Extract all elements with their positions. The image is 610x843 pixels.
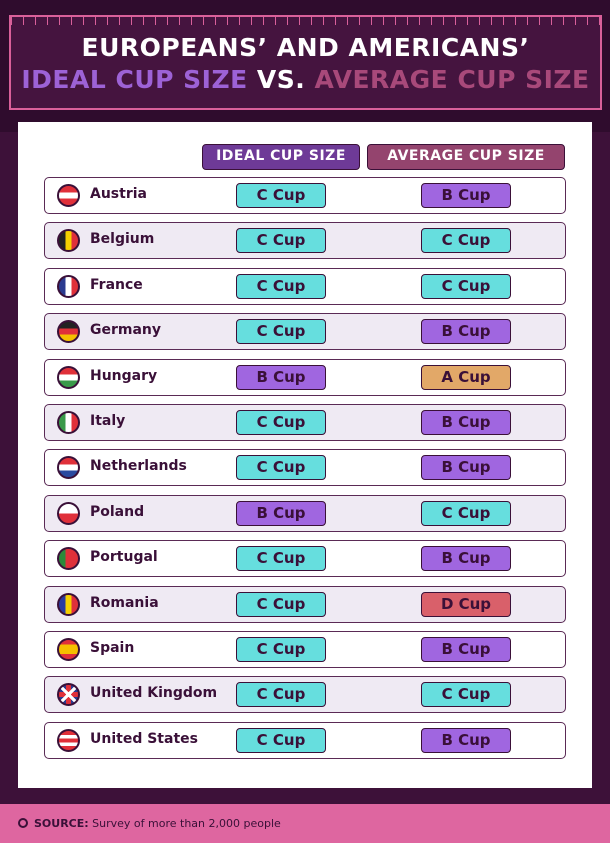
ideal-cup-badge: C Cup: [236, 591, 326, 617]
ruler-ticks: [11, 17, 600, 25]
average-cup-badge: C Cup: [421, 500, 511, 526]
flag-icon: [57, 592, 80, 616]
ideal-cup-badge: C Cup: [236, 682, 326, 708]
average-cup-badge: B Cup: [421, 455, 511, 481]
flag-icon: [57, 456, 80, 480]
flag-icon: [57, 274, 80, 298]
title-average: AVERAGE CUP SIZE: [314, 65, 590, 94]
ideal-cup-badge: C Cup: [236, 183, 326, 208]
title-box: EUROPEANS’ AND AMERICANS’ IDEAL CUP SIZE…: [9, 15, 602, 110]
table-row: Romania C Cup D Cup: [44, 585, 566, 623]
average-cup-badge: B Cup: [421, 727, 511, 753]
ideal-cup-badge: C Cup: [236, 273, 326, 299]
flag-icon: [57, 683, 80, 707]
average-cup-badge: B Cup: [421, 546, 511, 572]
source-note: SOURCE: Survey of more than 2,000 people: [18, 817, 281, 830]
footer: SOURCE: Survey of more than 2,000 people: [0, 804, 610, 843]
country-name: Italy: [90, 413, 126, 429]
average-cup-badge: C Cup: [421, 228, 511, 254]
average-cup-badge: B Cup: [421, 319, 511, 345]
source-text: Survey of more than 2,000 people: [92, 817, 281, 830]
country-name: Belgium: [90, 231, 155, 248]
ideal-cup-badge: C Cup: [236, 546, 326, 572]
country-name: United States: [90, 730, 198, 747]
title-line-2: IDEAL CUP SIZE VS. AVERAGE CUP SIZE: [11, 65, 600, 94]
flag-icon: [57, 184, 80, 207]
country-name: United Kingdom: [90, 685, 218, 702]
table-row: Hungary B Cup A Cup: [44, 358, 566, 396]
title-ideal: IDEAL CUP SIZE: [21, 65, 248, 94]
country-name: Netherlands: [90, 458, 187, 475]
flag-icon: [57, 728, 80, 752]
country-name: Portugal: [90, 549, 158, 566]
ideal-cup-badge: C Cup: [236, 228, 326, 254]
table-row: Germany C Cup B Cup: [44, 313, 566, 351]
table-row: Portugal C Cup B Cup: [44, 540, 566, 578]
flag-icon: [57, 365, 80, 389]
country-name: France: [90, 276, 143, 293]
ideal-cup-badge: B Cup: [236, 500, 326, 526]
table-row: United Kingdom C Cup C Cup: [44, 676, 566, 714]
table-row: Netherlands C Cup B Cup: [44, 449, 566, 487]
table-row: Belgium C Cup C Cup: [44, 222, 566, 260]
country-name: Poland: [90, 503, 145, 520]
ideal-cup-badge: B Cup: [236, 364, 326, 390]
country-name: Hungary: [90, 367, 158, 384]
flag-icon: [57, 638, 80, 661]
country-name: Spain: [90, 640, 135, 656]
country-name: Romania: [90, 594, 159, 611]
table-row: United States C Cup B Cup: [44, 721, 566, 759]
table-row: Spain C Cup B Cup: [44, 631, 566, 668]
country-name: Austria: [90, 186, 147, 202]
comparison-table: IDEAL CUP SIZE AVERAGE CUP SIZE Austria C…: [18, 122, 592, 788]
table-row: Austria C Cup B Cup: [44, 177, 566, 214]
ideal-cup-badge: C Cup: [236, 410, 326, 435]
flag-icon: [57, 320, 80, 344]
average-cup-badge: B Cup: [421, 183, 511, 208]
average-cup-badge: C Cup: [421, 682, 511, 708]
table-row: Italy C Cup B Cup: [44, 404, 566, 441]
ideal-cup-badge: C Cup: [236, 637, 326, 662]
ideal-cup-badge: C Cup: [236, 455, 326, 481]
country-name: Germany: [90, 322, 162, 339]
flag-icon: [57, 229, 80, 253]
average-cup-badge: A Cup: [421, 364, 511, 390]
average-cup-badge: D Cup: [421, 591, 511, 617]
ideal-cup-badge: C Cup: [236, 319, 326, 345]
flag-icon: [57, 411, 80, 434]
average-cup-badge: B Cup: [421, 637, 511, 662]
table-row: Poland B Cup C Cup: [44, 494, 566, 532]
title-line-1: EUROPEANS’ AND AMERICANS’: [81, 33, 530, 62]
ideal-cup-badge: C Cup: [236, 727, 326, 753]
table-row: France C Cup C Cup: [44, 267, 566, 305]
flag-icon: [57, 501, 80, 525]
bullet-icon: [18, 818, 28, 828]
title-vs: VS.: [256, 65, 306, 94]
source-label: SOURCE:: [34, 817, 89, 830]
header-ideal: IDEAL CUP SIZE: [202, 144, 360, 170]
flag-icon: [57, 547, 80, 571]
average-cup-badge: C Cup: [421, 273, 511, 299]
average-cup-badge: B Cup: [421, 410, 511, 435]
header-average: AVERAGE CUP SIZE: [367, 144, 565, 170]
